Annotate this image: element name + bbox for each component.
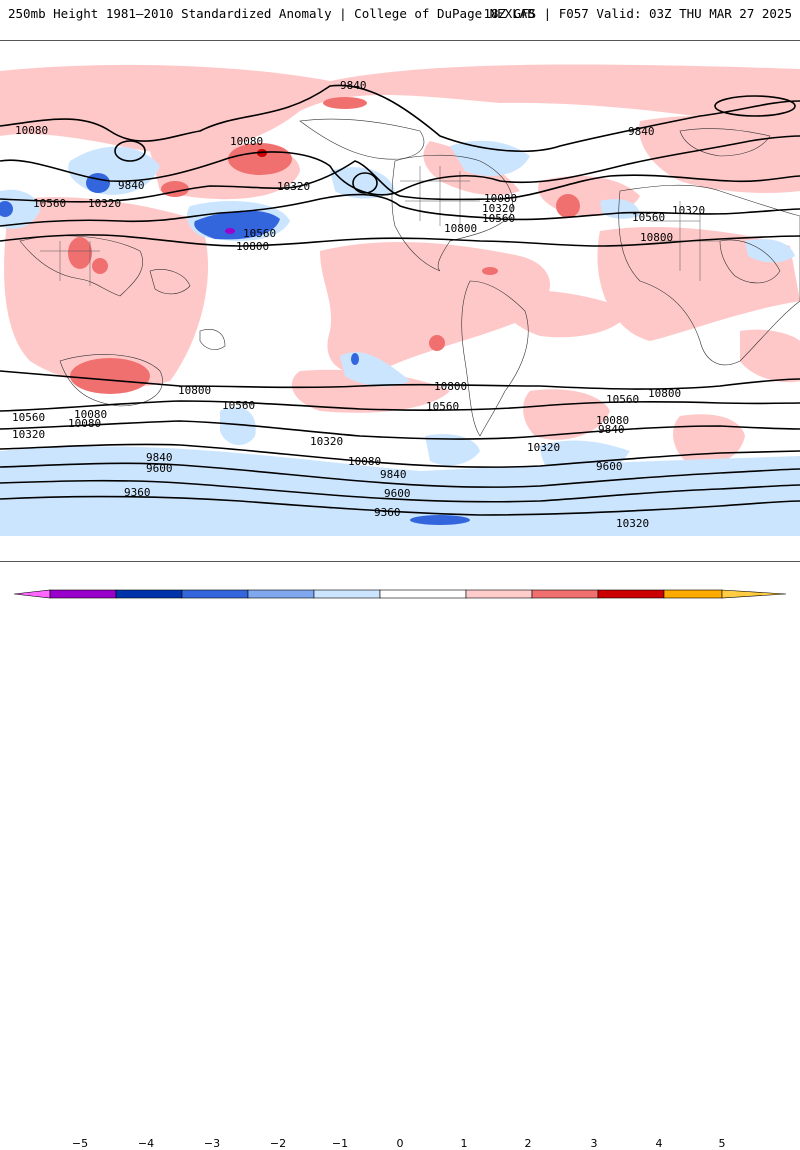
political-borders [40,166,720,286]
colorbar-swatch [13,589,51,599]
contour-label: 10320 [527,441,560,454]
contour-label: 10560 [222,399,255,412]
height-contours [0,84,800,516]
contour-label: 10320 [12,428,45,441]
contour-label: 10800 [444,222,477,235]
run-info: 18Z GFS | F057 Valid: 03Z THU MAR 27 202… [483,6,792,21]
contour-label: 10560 [33,197,66,210]
contour-label: 10560 [243,227,276,240]
contour-label: 9600 [146,462,173,475]
contour-label: 10320 [310,435,343,448]
contour-label: 10080 [596,414,629,427]
contour-label: 9840 [598,423,625,436]
map-header: 250mb Height 1981–2010 Standardized Anom… [0,0,800,28]
colorbar-label: 0 [396,1137,404,1150]
contour-label: 9600 [596,460,623,473]
coastlines [19,118,800,437]
contour-label: 10560 [632,211,665,224]
colorbar-label: −3 [203,1137,221,1150]
contour-label: 10320 [277,180,310,193]
colorbar-swatch [379,589,467,599]
colorbar-label: 2 [524,1137,532,1150]
colorbar-label: 5 [718,1137,726,1150]
contour-label: 10080 [230,135,263,148]
contour-label: 10320 [88,197,121,210]
map-panel: 9840 10080 10080 9840 10560 10320 10320 … [0,40,800,562]
contour-label: 10560 [482,212,515,225]
contour-label: 10800 [236,240,269,253]
colorbar-swatch [663,589,723,599]
colorbar-label: −1 [331,1137,349,1150]
contour-label: 10080 [68,417,101,430]
peak-negative-anomaly [225,228,235,234]
contour-label: 10320 [616,517,649,530]
colorbar-scale [13,589,787,599]
anomaly-map: 9840 10080 10080 9840 10560 10320 10320 … [0,64,800,536]
contour-label: 10080 [15,124,48,137]
contour-label: 10800 [648,387,681,400]
colorbar-label: 1 [460,1137,468,1150]
colorbar-swatch [313,589,381,599]
contour-labels: 9840 10080 10080 9840 10560 10320 10320 … [12,79,705,530]
contour-label: 10560 [12,411,45,424]
contour-label: 10800 [640,231,673,244]
contour-label: 9360 [124,486,151,499]
map-title: 250mb Height 1981–2010 Standardized Anom… [8,6,535,21]
strong-negative-anomaly [0,173,470,525]
contour-label: 9840 [146,451,173,464]
colorbar-swatch [597,589,665,599]
contour-label: 9360 [374,506,401,519]
contour-label: 9840 [628,125,655,138]
contour-label: 10560 [606,393,639,406]
contour-label: 9840 [340,79,367,92]
contour-label: 10320 [482,202,515,215]
colorbar-swatch [181,589,249,599]
colorbar-swatch [721,589,787,599]
colorbar-label: −5 [71,1137,89,1150]
colorbar-swatch [247,589,315,599]
colorbar-swatch [531,589,599,599]
colorbar-swatch [49,589,117,599]
colorbar-label: −4 [137,1137,155,1150]
contour-label: 10800 [178,384,211,397]
contour-label: 10320 [672,204,705,217]
contour-label: 10080 [74,408,107,421]
contour-label: 9600 [384,487,411,500]
colorbar-label: −2 [269,1137,287,1150]
contour-label: 10080 [348,455,381,468]
contour-label: 10560 [426,400,459,413]
contour-label: 10080 [484,192,517,205]
colorbar-swatch [115,589,183,599]
colorbar-label: 4 [655,1137,663,1150]
contour-label: 9840 [118,179,145,192]
colorbar-swatch [465,589,533,599]
colorbar-label: 3 [590,1137,598,1150]
contour-label: 10800 [434,380,467,393]
colorbar: −5 −4 −3 −2 −1 0 1 2 3 4 5 [0,560,800,1150]
contour-label: 9840 [380,468,407,481]
